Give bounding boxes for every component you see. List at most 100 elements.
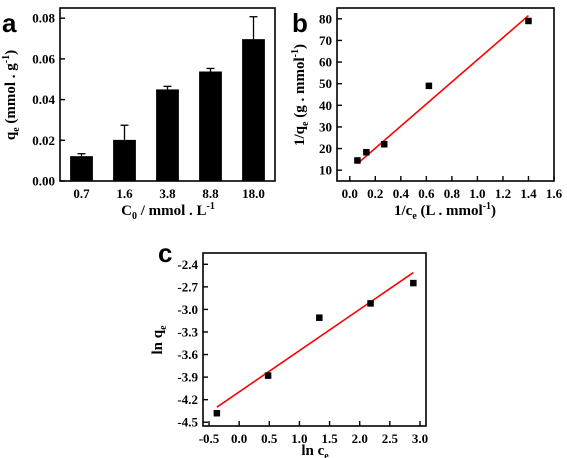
panel-c-data-point xyxy=(264,372,272,379)
panel-b-y-axis-label: 1/qe (g . mmol-1) xyxy=(290,44,311,146)
panel-a-ylabel-sup: -1 xyxy=(1,55,12,63)
panel-c-xlabel-main: ln c xyxy=(301,443,324,458)
panel-c-scatter-chart: c -2.4 -2.7 -3.0 -3.3 -3.6 -3.9 -4.2 -4.5 -0.5 0… xyxy=(150,238,428,458)
panel-c-xlabel-sub: e xyxy=(324,451,329,458)
panel-b-fit-line-segment xyxy=(356,14,529,165)
panel-b-x-tick-label: 0.6 xyxy=(418,186,435,201)
panel-a-letter: a xyxy=(2,8,17,38)
panel-b-xlabel-main: 1/c xyxy=(394,203,413,219)
panel-a-x-tick-label: 8.8 xyxy=(202,186,219,201)
panel-a-ylabel-rest: (mmol . g xyxy=(3,63,19,128)
panel-c-fit-line-segment xyxy=(216,271,414,408)
panel-b-ylabel-rest: (g . mmol xyxy=(292,57,308,121)
panel-c-letter: c xyxy=(158,238,172,268)
panel-b-x-tick-label: 1.2 xyxy=(495,186,511,201)
panel-c-data-point xyxy=(367,300,374,307)
panel-b-y-tick-label: 40 xyxy=(319,98,332,113)
panel-c-fit-line xyxy=(216,271,414,408)
panel-b-x-axis-label: 1/ce (L . mmol-1) xyxy=(394,201,496,222)
panel-a-bars xyxy=(70,16,265,181)
panel-c-y-tick-label: -3.9 xyxy=(177,370,198,385)
panel-a-x-axis-label: C0 / mmol . L-1 xyxy=(121,201,215,222)
panel-b-ylabel-main: 1/q xyxy=(292,125,308,146)
panel-b-y-tick-label: 60 xyxy=(319,55,332,70)
panel-c-y-axis-label: ln qe xyxy=(150,325,169,355)
panel-c-ylabel-main: ln q xyxy=(150,329,166,354)
panel-b-data-point xyxy=(380,140,388,148)
panel-c-y-tick-label: -3.3 xyxy=(177,324,198,339)
panel-a-xlabel-sub: 0 xyxy=(132,211,137,222)
panel-a-y-tick-label: 0.08 xyxy=(32,11,55,26)
panel-b-y-tick-label: 80 xyxy=(319,11,332,26)
panel-c-y-tick-label: -2.4 xyxy=(177,257,198,272)
panel-a-y-axis-label: qe (mmol . g-1) xyxy=(1,50,22,140)
panel-c-x-tick-label: -0.5 xyxy=(199,431,220,446)
panel-c-x-tick-label: 0.0 xyxy=(231,431,247,446)
panel-b-data-point xyxy=(525,17,532,25)
panel-a-y-tick-label: 0.00 xyxy=(32,174,55,189)
panel-c-x-axis-label: ln ce xyxy=(301,443,329,458)
panel-b-ylabel-close: ) xyxy=(292,44,308,49)
panel-a-x-tick-label: 3.8 xyxy=(159,186,176,201)
panel-a-y-tick-label: 0.04 xyxy=(32,92,55,107)
panel-b-y-tick-label: 20 xyxy=(319,141,332,156)
panel-a-y-tick-label: 0.02 xyxy=(32,133,55,148)
panel-b-x-tick-label: 0.4 xyxy=(393,186,410,201)
panel-a-bar xyxy=(70,156,93,181)
panel-b-xlabel-close: ) xyxy=(491,203,496,219)
panel-a-ylabel-sub: e xyxy=(11,127,22,132)
panel-b-data-point xyxy=(354,157,361,164)
panel-a-x-tick-label: 0.7 xyxy=(73,186,90,201)
panel-b-xlabel-rest: (L . mmol xyxy=(417,203,483,219)
panel-b-y-tick-label: 30 xyxy=(319,119,332,134)
panel-c-y-tick-label: -4.2 xyxy=(177,392,198,407)
panel-b-x-ticks: 0.0 0.2 0.4 0.6 0.8 1.0 1.2 1.4 1.6 xyxy=(342,176,563,201)
panel-b-data-point xyxy=(425,82,433,90)
panel-a-xlabel-rest: / mmol . L xyxy=(137,203,207,219)
panel-a-y-ticks: 0.00 0.02 0.04 0.06 0.08 xyxy=(32,11,65,189)
panel-b-fit-line xyxy=(356,14,529,165)
panel-c-y-ticks: -2.4 -2.7 -3.0 -3.3 -3.6 -3.9 -4.2 -4.5 xyxy=(177,257,208,430)
panel-c-data-point xyxy=(213,409,221,417)
panel-b-points xyxy=(354,17,532,164)
panel-b-letter: b xyxy=(292,8,308,38)
panel-c-x-tick-label: 3.0 xyxy=(412,431,428,446)
panel-b-x-tick-label: 1.6 xyxy=(546,186,563,201)
panel-a-ylabel-close: ) xyxy=(3,50,19,55)
panel-c-x-tick-label: 1.5 xyxy=(321,431,338,446)
panel-a-bar xyxy=(242,39,265,181)
panel-a-xlabel-main: C xyxy=(121,203,132,219)
panel-b-data-point xyxy=(363,148,370,156)
panel-c-y-tick-label: -3.0 xyxy=(177,302,198,317)
panel-b-y-ticks: 10 20 30 40 50 60 70 80 xyxy=(319,11,342,178)
panel-b-ylabel-sub: e xyxy=(300,121,311,126)
panel-b-y-tick-label: 10 xyxy=(319,163,332,178)
panel-c-y-tick-label: -2.7 xyxy=(177,279,198,294)
panel-a-bar xyxy=(156,89,179,181)
panel-a-bar xyxy=(113,139,136,181)
panel-c-x-tick-label: 2.0 xyxy=(352,431,368,446)
panel-c-ylabel-sub: e xyxy=(158,325,169,330)
panel-a-x-ticks: 0.7 1.6 3.8 8.8 18.0 xyxy=(73,186,265,201)
panel-b-x-tick-label: 1.0 xyxy=(469,186,485,201)
panel-a-x-tick-label: 18.0 xyxy=(242,186,265,201)
panel-b-scatter-chart: b 10 20 30 40 50 60 70 80 0.0 0.2 0.4 0.6 0.8 1.0 1.2… xyxy=(290,7,563,222)
panel-c-y-tick-label: -3.6 xyxy=(177,347,198,362)
panel-a-bar xyxy=(199,71,222,181)
panel-c-y-tick-label: -4.5 xyxy=(177,415,198,430)
panel-a-bar-chart: a 0.000.020.040.060.08 0.7 1.6 3.8 8.8 18.0 … xyxy=(1,7,276,222)
panel-b-x-tick-label: 0.8 xyxy=(444,186,461,201)
panel-b-plot-frame xyxy=(336,7,555,182)
panel-b-x-tick-label: 1.4 xyxy=(520,186,537,201)
panel-c-x-tick-label: 1.0 xyxy=(291,431,307,446)
panel-c-x-tick-label: 2.5 xyxy=(382,431,399,446)
panel-a-ylabel-main: q xyxy=(3,131,19,140)
panel-c-x-tick-label: 0.5 xyxy=(261,431,278,446)
panel-b-xlabel-sup: -1 xyxy=(483,201,491,212)
panel-c-points xyxy=(213,279,417,417)
panel-c-plot-frame xyxy=(202,252,427,427)
panel-b-x-tick-label: 0.2 xyxy=(367,186,383,201)
panel-a-y-tick-label: 0.06 xyxy=(32,51,55,66)
panel-b-y-tick-label: 70 xyxy=(319,33,332,48)
